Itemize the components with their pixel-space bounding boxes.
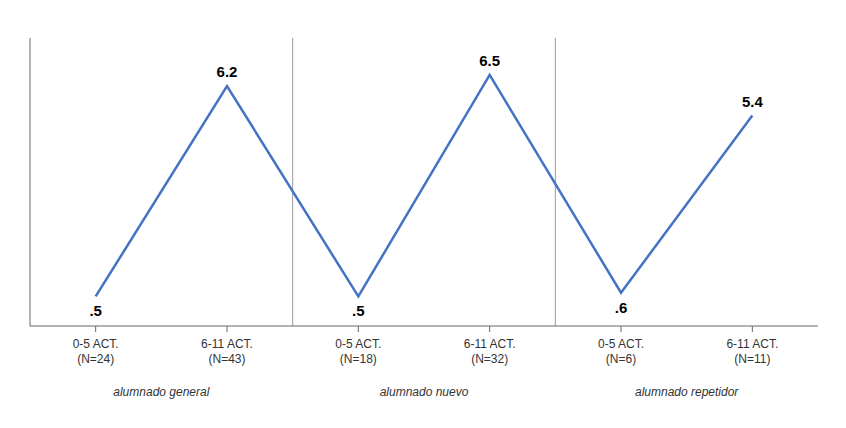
svg-text:6-11 ACT.(N=32): 6-11 ACT.(N=32) — [464, 337, 516, 366]
svg-text:0-5 ACT.(N=18): 0-5 ACT.(N=18) — [335, 337, 381, 366]
svg-text:.5: .5 — [89, 302, 102, 319]
svg-text:6.5: 6.5 — [479, 52, 500, 69]
svg-text:alumnado general: alumnado general — [113, 385, 209, 399]
svg-text:0-5 ACT.(N=6): 0-5 ACT.(N=6) — [598, 337, 644, 366]
svg-text:6.2: 6.2 — [217, 63, 238, 80]
svg-text:alumnado repetidor: alumnado repetidor — [635, 385, 739, 399]
svg-text:.6: .6 — [615, 299, 628, 316]
svg-text:5.4: 5.4 — [742, 93, 764, 110]
svg-text:alumnado nuevo: alumnado nuevo — [380, 385, 469, 399]
svg-text:.5: .5 — [352, 302, 365, 319]
svg-text:6-11 ACT.(N=43): 6-11 ACT.(N=43) — [201, 337, 253, 366]
svg-text:0-5 ACT.(N=24): 0-5 ACT.(N=24) — [73, 337, 119, 366]
svg-text:6-11 ACT.(N=11): 6-11 ACT.(N=11) — [726, 337, 778, 366]
